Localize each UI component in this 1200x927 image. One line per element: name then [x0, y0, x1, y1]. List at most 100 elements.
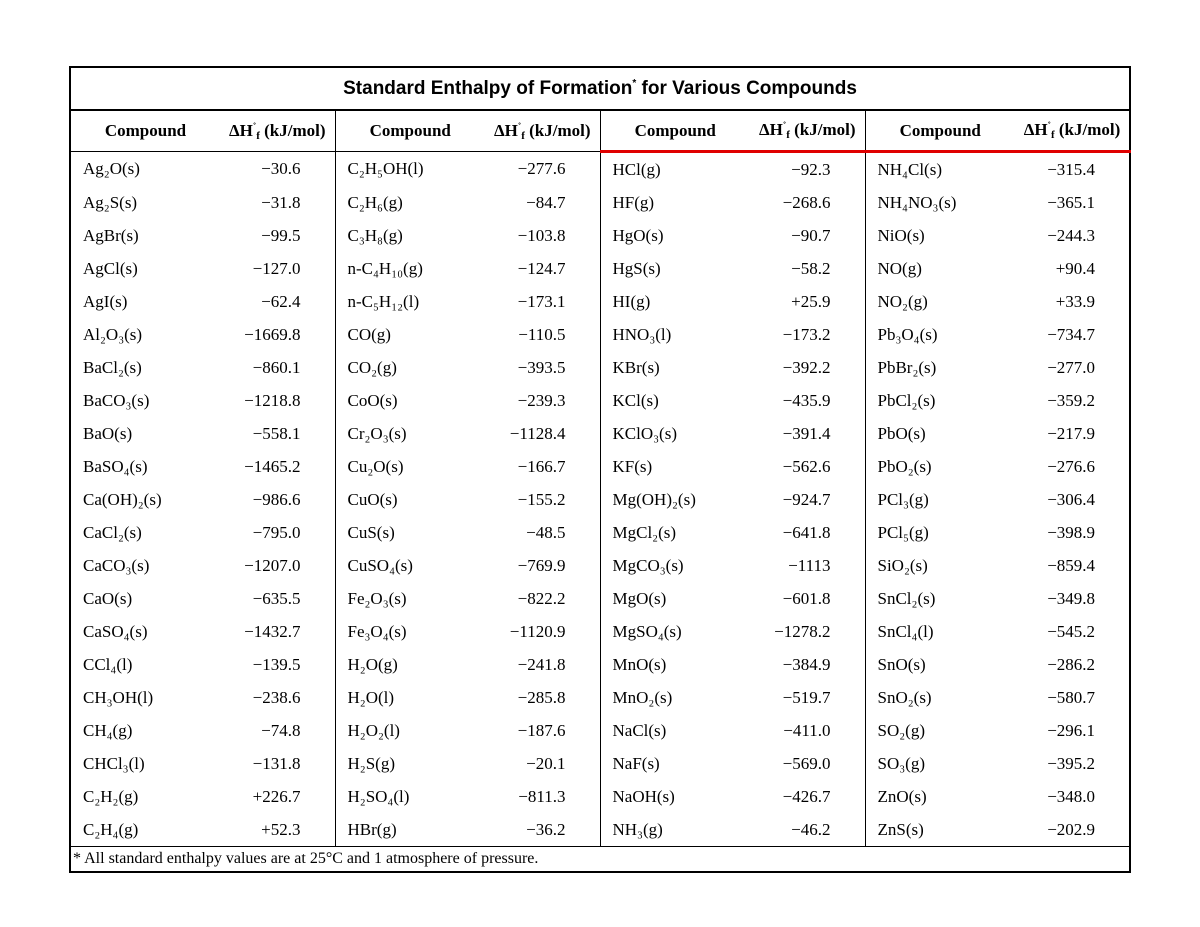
enthalpy-value: −315.4: [1047, 159, 1096, 179]
compound-name: H₂O₂(l): [334, 714, 485, 747]
enthalpy-value: −30.6: [261, 159, 301, 178]
compound-name: CuO(s): [334, 483, 485, 516]
compound-name: BaCl₂(s): [83, 357, 142, 377]
compound-name: SO₃(g): [864, 747, 1015, 780]
enthalpy-value: −277.6: [517, 159, 566, 178]
enthalpy-value: −62.4: [261, 291, 301, 311]
table-row: CaO(s) −635.5 Fe₂O₃(s) −822.2 MgO(s) −601.8 Sn…: [70, 582, 1130, 615]
compound-name: CH₄(g): [83, 720, 133, 740]
table-row: CaCl₂(s) −795.0 CuS(s) −48.5 MgCl₂(s) −641.8 P…: [70, 516, 1130, 549]
compound-name: MnO(s): [599, 648, 750, 681]
header-unit: (kJ/mol): [1058, 120, 1121, 139]
compound-name: HgO(s): [599, 219, 750, 252]
compound-name: CHCl₃(l): [83, 753, 145, 773]
table-row: Ag₂O(s) −30.6 C₂H₅OH(l) −277.6 HCl(g) −92.3 NH…: [70, 151, 1130, 186]
enthalpy-value: −90.7: [791, 225, 831, 245]
table-body: Ag₂O(s) −30.6 C₂H₅OH(l) −277.6 HCl(g) −92.3 NH…: [70, 151, 1130, 847]
header-subscript: f: [1050, 129, 1055, 141]
table-row: C₂H₄(g) +52.3 HBr(g) −36.2 NH₃(g) −46.2 ZnS(s)…: [70, 813, 1130, 847]
header-compound: Compound: [864, 110, 1015, 153]
compound-name: KBr(s): [599, 351, 750, 384]
table-row: BaCl₂(s) −860.1 CO₂(g) −393.5 KBr(s) −392.2 Pb…: [70, 351, 1130, 384]
enthalpy-value: −859.4: [1047, 555, 1096, 575]
compound-name: PCl₅(g): [864, 516, 1015, 549]
compound-name: NO₂(g): [864, 285, 1015, 318]
compound-name: NaCl(s): [599, 714, 750, 747]
enthalpy-value: −103.8: [517, 225, 566, 245]
enthalpy-value: −276.6: [1047, 456, 1096, 476]
enthalpy-value: −348.0: [1047, 786, 1096, 806]
compound-name: AgI(s): [83, 291, 128, 311]
compound-name: AgCl(s): [83, 258, 138, 278]
enthalpy-value: −139.5: [252, 654, 301, 674]
compound-name: H₂O(l): [334, 681, 485, 714]
compound-name: CuSO₄(s): [334, 549, 485, 582]
compound-name: Ag₂S(s): [83, 192, 138, 212]
header-degree: ˚: [1047, 121, 1051, 132]
enthalpy-value: −173.2: [782, 324, 831, 344]
compound-name: NaOH(s): [599, 780, 750, 813]
table-row: CCl₄(l) −139.5 H₂O(g) −241.8 MnO(s) −384.9 SnO…: [70, 648, 1130, 681]
title-row: Standard Enthalpy of Formation* for Vari…: [70, 67, 1131, 111]
compound-name: Al₂O₃(s): [83, 324, 143, 344]
table-row: BaO(s) −558.1 Cr₂O₃(s) −1128.4 KClO₃(s) −391.…: [70, 417, 1130, 450]
enthalpy-value: +33.9: [1055, 291, 1096, 311]
enthalpy-value: −1218.8: [244, 390, 301, 410]
compound-name: H₂SO₄(l): [334, 780, 485, 813]
compound-name: C₂H₅OH(l): [334, 151, 485, 186]
compound-name: HgS(s): [599, 252, 750, 285]
compound-name: CoO(s): [334, 384, 485, 417]
footnote-row: * All standard enthalpy values are at 25…: [70, 846, 1131, 872]
compound-name: MgSO₄(s): [599, 615, 750, 648]
enthalpy-value: −277.0: [1047, 357, 1096, 377]
enthalpy-value: −411.0: [783, 720, 831, 740]
enthalpy-value: −20.1: [526, 753, 566, 773]
header-symbol: ΔH: [758, 120, 783, 139]
enthalpy-value: −395.2: [1047, 753, 1096, 773]
compound-name: KF(s): [599, 450, 750, 483]
enthalpy-value: −924.7: [782, 489, 831, 509]
enthalpy-value: −46.2: [791, 819, 831, 839]
compound-name: Cu₂O(s): [334, 450, 485, 483]
compound-name: n-C₄H₁₀(g): [334, 252, 485, 285]
enthalpy-value: −641.8: [782, 522, 831, 542]
table-row: BaSO₄(s) −1465.2 Cu₂O(s) −166.7 KF(s) −562.6 P…: [70, 450, 1130, 483]
compound-name: MgO(s): [599, 582, 750, 615]
table-row: Ca(OH)₂(s) −986.6 CuO(s) −155.2 Mg(OH)₂(s) −9…: [70, 483, 1130, 516]
compound-name: SnO(s): [864, 648, 1015, 681]
table-row: BaCO₃(s) −1218.8 CoO(s) −239.3 KCl(s) −435.9 P…: [70, 384, 1130, 417]
compound-name: PbBr₂(s): [864, 351, 1015, 384]
header-enthalpy: ΔH˚f (kJ/mol): [1015, 110, 1131, 153]
enthalpy-value: −1207.0: [244, 555, 301, 575]
compound-name: n-C₅H₁₂(l): [334, 285, 485, 318]
compound-name: HI(g): [599, 285, 750, 318]
table-row: CaSO₄(s) −1432.7 Fe₃O₄(s) −1120.9 MgSO₄(s) −1…: [70, 615, 1130, 648]
compound-name: C₃H₈(g): [334, 219, 485, 252]
compound-name: Ca(OH)₂(s): [83, 489, 162, 509]
header-degree: ˚: [252, 121, 257, 133]
header-symbol: ΔH: [1023, 120, 1048, 139]
header-degree: ˚: [782, 121, 787, 132]
enthalpy-value: −769.9: [517, 555, 566, 575]
compound-name: CaO(s): [83, 588, 133, 608]
compound-name: HF(g): [599, 186, 750, 219]
enthalpy-value: −1465.2: [244, 456, 301, 476]
header-subscript: f: [256, 129, 260, 142]
header-enthalpy: ΔH˚f (kJ/mol): [220, 110, 335, 152]
table-row: CaCO₃(s) −1207.0 CuSO₄(s) −769.9 MgCO₃(s) −11…: [70, 549, 1130, 582]
enthalpy-value: +52.3: [261, 819, 301, 839]
enthalpy-value: −1669.8: [244, 324, 301, 344]
table-title: Standard Enthalpy of Formation* for Vari…: [70, 67, 1131, 111]
compound-name: HCl(g): [599, 151, 750, 186]
enthalpy-value: −580.7: [1047, 687, 1096, 707]
compound-name: NH₃(g): [599, 813, 750, 847]
compound-name: Ag₂O(s): [83, 159, 140, 178]
enthalpy-value: −217.9: [1047, 423, 1096, 443]
title-text: for Various Compounds: [641, 77, 857, 99]
enthalpy-value: −860.1: [252, 357, 301, 377]
table-row: AgBr(s) −99.5 C₃H₈(g) −103.8 HgO(s) −90.7 NiO(…: [70, 219, 1130, 252]
header-subscript: f: [786, 129, 790, 141]
compound-name: CCl₄(l): [83, 654, 133, 674]
enthalpy-value: −1113: [788, 555, 831, 575]
